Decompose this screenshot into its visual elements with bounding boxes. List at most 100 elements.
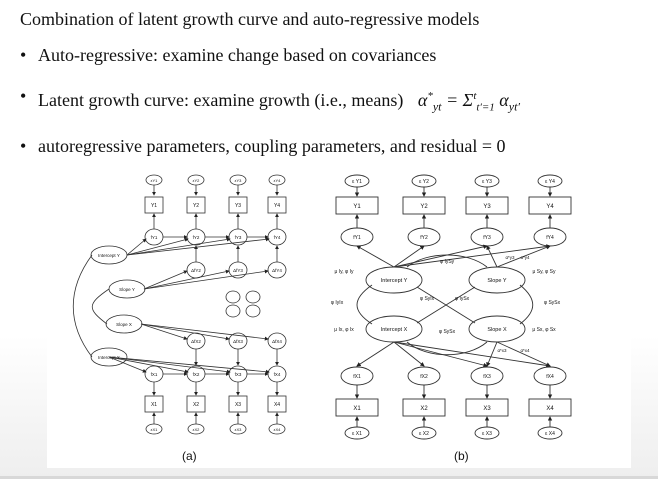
path-arrow	[143, 269, 230, 290]
change-label: ΔfY2	[191, 268, 201, 273]
change-label: ΔfY4	[272, 268, 282, 273]
error-label: εY2	[193, 178, 200, 183]
path-arrow	[140, 323, 230, 341]
path-arrow	[108, 356, 189, 374]
panel-a-diagram: εY1 εY2 εY3 εY4 Y1 Y2 Y3 Y4 fY1 fY2 fY3 fY4 ΔfY2 ΔfY3…	[73, 174, 287, 435]
path-arrow	[108, 356, 231, 374]
growth-formula: α*yt = Σtt′=1 αyt′	[417, 90, 521, 114]
observed-box	[335, 196, 379, 215]
path-arrow	[393, 244, 488, 268]
path-arrow	[393, 244, 551, 268]
disturbance-node	[245, 304, 261, 318]
parameter-label: μ Sy, φ Sy	[533, 269, 556, 275]
path-arrow	[108, 356, 270, 374]
panel-a-caption: (a)	[182, 449, 197, 463]
latent-label: fY4	[274, 235, 281, 240]
observed-label: Y2	[193, 203, 199, 209]
bullet-dot: •	[20, 45, 27, 65]
panel-b-diagram: ε Y1 ε Y2 ε Y3 ε Y4 Y1 Y2 Y3 Y4 fY1 fY2 fY3 fY4 Inte…	[331, 174, 572, 440]
observed-box	[144, 196, 164, 214]
path-arrow	[496, 341, 551, 367]
latent-factor-label: Intercept X	[381, 327, 408, 333]
observed-box	[528, 398, 572, 417]
change-label: ΔfX4	[272, 339, 282, 344]
parameter-label: φ IyIx	[331, 300, 344, 306]
observed-box	[144, 395, 164, 413]
bullet-dot: •	[20, 135, 27, 156]
latent-label: fY1	[353, 235, 361, 241]
path-arrow	[393, 341, 488, 368]
error-label: ε X2	[419, 431, 429, 437]
latent-factor-label: Intercept X	[98, 355, 120, 360]
path-arrow	[143, 269, 269, 290]
path-arrow	[126, 237, 189, 256]
observed-label: X3	[483, 406, 491, 412]
bullet-dot: •	[20, 86, 27, 106]
error-label: ε X4	[545, 431, 555, 437]
path-diagram-svg: εY1 εY2 εY3 εY4 Y1 Y2 Y3 Y4 fY1 fY2 fY3 fY4 ΔfY2 ΔfY3…	[73, 174, 572, 463]
covariance-arc	[519, 284, 534, 325]
error-label: ε X3	[482, 431, 492, 437]
observed-label: X1	[353, 406, 361, 412]
latent-label: fY3	[235, 235, 242, 240]
observed-label: Y4	[274, 203, 280, 209]
path-arrow	[356, 341, 395, 367]
error-label: ε Y4	[545, 179, 555, 185]
observed-box	[186, 196, 206, 214]
observed-label: Y3	[235, 203, 241, 209]
latent-label: fY2	[420, 235, 428, 241]
error-label: εY1	[151, 178, 158, 183]
error-label: ε X1	[352, 431, 362, 437]
path-arrow	[393, 341, 551, 368]
observed-label: X2	[420, 406, 428, 412]
parameter-label: μ Ix, φ Ix	[334, 327, 354, 333]
error-label: εY4	[274, 178, 281, 183]
coefficient-label: α*y3	[505, 255, 515, 260]
error-label: εX4	[274, 427, 281, 432]
bullet-text: Latent growth curve: examine growth (i.e…	[38, 90, 404, 110]
observed-box	[335, 398, 379, 417]
coefficient-label: α*y4	[520, 255, 530, 260]
observed-box	[465, 196, 509, 215]
error-label: εY3	[235, 178, 242, 183]
covariance-arc	[406, 254, 488, 268]
covariance-arc	[73, 254, 93, 358]
latent-factor-label: Slope X	[487, 327, 507, 333]
observed-box	[228, 196, 248, 214]
observed-box	[267, 196, 287, 214]
latent-label: fY2	[193, 235, 200, 240]
error-label: ε Y1	[352, 179, 362, 185]
covariance-arc	[356, 284, 373, 325]
error-label: ε Y3	[482, 179, 492, 185]
observed-box	[402, 196, 446, 215]
change-label: ΔfX3	[233, 339, 243, 344]
parameter-label: φ SySx	[439, 329, 456, 335]
covariance-arc	[406, 341, 488, 356]
bullet-list: • Auto-regressive: examine change based …	[20, 40, 520, 157]
observed-label: X1	[151, 402, 157, 408]
error-label: εX1	[151, 427, 158, 432]
parameter-label: φ IySy	[440, 259, 455, 265]
observed-box	[465, 398, 509, 417]
latent-label: fX1	[151, 372, 158, 377]
observed-label: Y2	[420, 204, 428, 210]
panel-b-caption: (b)	[454, 449, 469, 463]
latent-factor-label: Slope Y	[119, 287, 135, 292]
path-diagram-figure: εY1 εY2 εY3 εY4 Y1 Y2 Y3 Y4 fY1 fY2 fY3 fY4 ΔfY2 ΔfY3…	[47, 159, 631, 468]
error-label: εX2	[193, 427, 200, 432]
observed-box	[186, 395, 206, 413]
coefficient-label: α*x4	[520, 348, 530, 353]
parameter-label: φ IySx	[455, 296, 470, 302]
bullet-autoregressive: • Auto-regressive: examine change based …	[20, 44, 520, 66]
observed-label: Y4	[546, 204, 554, 210]
latent-label: fX4	[546, 374, 554, 380]
path-arrow	[140, 323, 188, 340]
parameter-label: φ SyIx	[420, 296, 435, 302]
path-arrow	[126, 237, 270, 256]
parameter-label: μ Sx, φ Sx	[532, 327, 556, 333]
disturbance-node	[245, 290, 261, 304]
path-arrow	[108, 356, 147, 373]
latent-label: fX2	[193, 372, 200, 377]
latent-factor	[90, 347, 128, 367]
bullet-latent-growth: • Latent growth curve: examine growth (i…	[20, 85, 520, 119]
